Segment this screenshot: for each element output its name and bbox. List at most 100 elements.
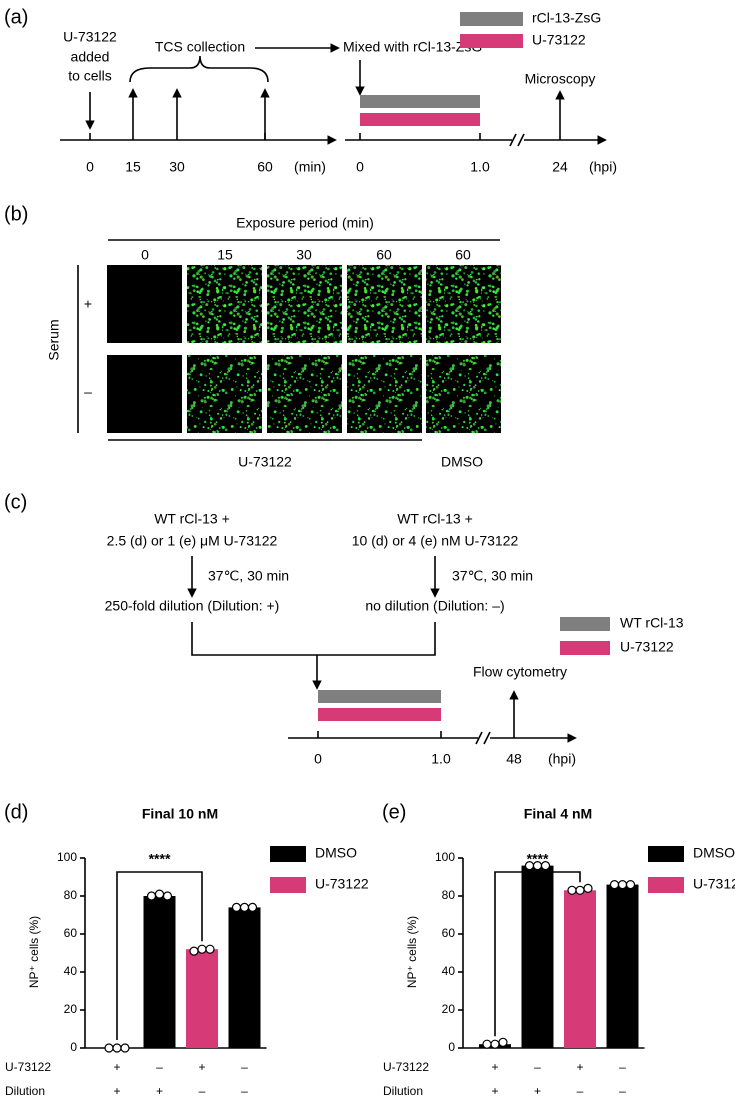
row-value: + — [491, 1060, 498, 1074]
micrograph — [107, 355, 182, 433]
row-value: – — [534, 1060, 541, 1074]
bar — [360, 113, 480, 126]
bar — [318, 690, 441, 703]
legend-label: rCl-13-ZsG — [532, 10, 601, 26]
data-point — [567, 885, 577, 895]
micrograph — [347, 265, 422, 343]
tick-label: 1.0 — [470, 159, 490, 175]
text: no dilution (Dilution: –) — [365, 598, 504, 614]
significance-bracket — [494, 871, 581, 1037]
y-tick-label: 60 — [442, 926, 456, 940]
y-tick-label: 20 — [64, 1002, 78, 1016]
chart-title: Final 10 nM — [142, 806, 218, 822]
row-value: + — [491, 1084, 498, 1098]
panel-label: (b) — [4, 203, 28, 225]
row-name: Dilution — [5, 1084, 45, 1098]
micrograph — [267, 265, 342, 343]
row-value: – — [241, 1084, 248, 1098]
legend-label: WT rCl-13 — [620, 615, 684, 631]
bar — [318, 708, 441, 721]
bar — [360, 95, 480, 108]
data-point — [617, 879, 628, 890]
y-tick-label: 40 — [64, 964, 78, 978]
y-tick-label: 20 — [442, 1002, 456, 1016]
column-label: 0 — [141, 247, 149, 263]
data-point — [540, 860, 551, 871]
row-value: – — [199, 1084, 206, 1098]
row-name: U-73122 — [5, 1060, 51, 1074]
data-point — [575, 885, 585, 895]
significance: **** — [527, 851, 549, 867]
ticks — [359, 133, 481, 140]
y-tick-label: 80 — [442, 888, 456, 902]
y-tick-label: 40 — [442, 964, 456, 978]
tick-label: 1.0 — [431, 751, 451, 767]
legend-swatch — [270, 846, 306, 862]
row-title: Serum — [46, 319, 62, 360]
text: 37℃, 30 min — [452, 568, 533, 584]
row-value: + — [156, 1084, 163, 1098]
micrograph — [426, 355, 501, 433]
legend-label: DMSO — [315, 845, 357, 861]
data-point — [154, 889, 165, 899]
row-value: + — [576, 1060, 583, 1074]
tick-label: 0 — [356, 159, 364, 175]
data-point — [231, 902, 242, 913]
legend-label: U-73122 — [693, 876, 735, 892]
y-tick-label: 0 — [70, 1040, 77, 1054]
legend-swatch — [560, 641, 610, 655]
tick-label: 0 — [86, 159, 94, 175]
data-point — [162, 891, 173, 901]
data-point — [104, 1043, 114, 1053]
micrograph — [426, 265, 501, 343]
text: U-73122 — [63, 29, 117, 45]
panel-a: (a) U-73122 added to cells 0 15 30 60 (m… — [4, 6, 617, 174]
legend-swatch — [460, 34, 523, 48]
panel-label: (c) — [4, 491, 27, 513]
micrograph — [187, 265, 262, 343]
micrograph — [267, 355, 342, 433]
row-value: – — [577, 1084, 584, 1098]
micrograph — [187, 355, 262, 433]
tick-label: 24 — [552, 159, 568, 175]
data-point — [112, 1043, 122, 1053]
legend-swatch — [560, 617, 610, 631]
legend-label: U-73122 — [532, 32, 586, 48]
panel-label: (d) — [4, 801, 28, 823]
data-point — [197, 944, 207, 954]
legend-label: DMSO — [693, 845, 735, 861]
significance-bracket — [116, 871, 203, 1040]
unit: (hpi) — [589, 159, 617, 175]
row-name: U-73122 — [383, 1060, 429, 1074]
text: to cells — [68, 68, 112, 84]
bar — [186, 949, 218, 1048]
row-value: + — [113, 1060, 120, 1074]
legend-label: U-73122 — [315, 876, 369, 892]
y-tick-label: 80 — [64, 888, 78, 902]
text: added — [71, 49, 110, 65]
data-point — [205, 944, 215, 954]
micrograph — [347, 355, 422, 433]
row-value: – — [619, 1060, 626, 1074]
axis-break — [509, 133, 525, 147]
brace — [129, 55, 269, 83]
data-point — [482, 1039, 492, 1049]
column-label: 60 — [455, 247, 471, 263]
row-value: + — [198, 1060, 205, 1074]
row-label: – — [84, 384, 92, 400]
data-point — [583, 883, 593, 894]
row-value: + — [113, 1084, 120, 1098]
tick-label: 60 — [257, 159, 273, 175]
text: WT rCl-13 + — [154, 511, 230, 527]
y-axis-label: NP⁺ cells (%) — [405, 916, 419, 988]
bar — [564, 890, 596, 1048]
column-label: 15 — [217, 247, 233, 263]
y-tick-label: 0 — [448, 1040, 455, 1054]
text: 2.5 (d) or 1 (e) μM U-73122 — [107, 533, 278, 549]
y-tick-label: 100 — [435, 850, 455, 864]
panel-c: (c) WT rCl-13 + 2.5 (d) or 1 (e) μM U-73… — [4, 491, 684, 766]
tick-label: 48 — [506, 751, 522, 767]
text: 37℃, 30 min — [208, 568, 289, 584]
tick-label: 0 — [314, 751, 322, 767]
